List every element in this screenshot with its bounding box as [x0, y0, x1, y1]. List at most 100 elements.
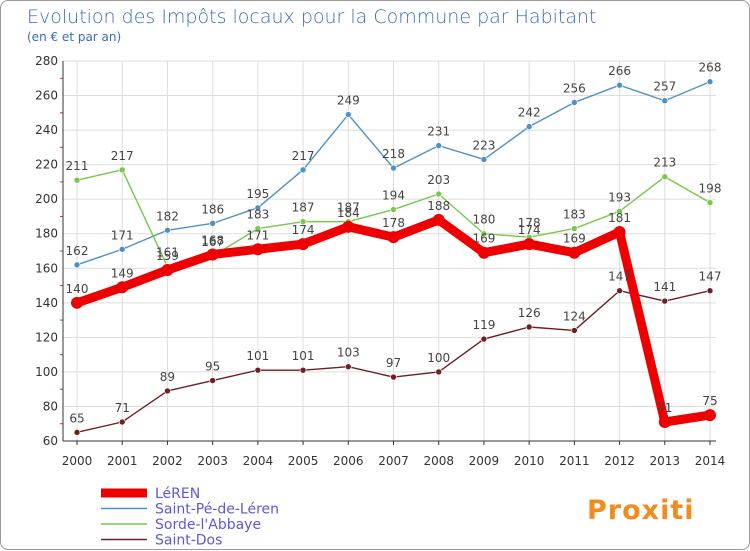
data-labels: 140 149 159 168 171 174 184 178 188 169 174 169 181 7…: [66, 61, 722, 426]
legend: LéRENSaint-Pé-de-LérenSorde-l'AbbayeSain…: [101, 486, 279, 549]
data-label-saint-dos: 101: [246, 349, 269, 363]
y-tick-label: 120: [35, 330, 58, 344]
data-label-saint-pe-de-leren: 217: [292, 149, 315, 163]
x-tick-label: 2000: [62, 454, 93, 468]
data-label-leren: 171: [246, 228, 269, 242]
data-label-sorde-l-abbaye: 187: [337, 201, 360, 215]
data-point-sorde-l-abbaye: [571, 225, 578, 232]
data-point-saint-dos: [118, 418, 126, 426]
data-point-saint-pe-de-leren: [209, 220, 216, 227]
axes: 60 80 100 120 140 160 180 200 220 240 260 280 2000 20…: [35, 54, 725, 468]
data-point-saint-pe-de-leren: [164, 226, 171, 234]
chart-subtitle: (en € et par an): [27, 30, 121, 44]
data-point-sorde-l-abbaye: [73, 176, 81, 184]
data-label-saint-dos: 103: [337, 346, 360, 360]
data-label-sorde-l-abbaye: 213: [653, 156, 676, 170]
data-point-saint-pe-de-leren: [661, 97, 669, 105]
data-label-leren: 169: [563, 232, 586, 246]
legend-label-leren: LéREN: [155, 486, 200, 502]
x-tick-label: 2003: [197, 454, 228, 468]
data-label-leren: 184: [337, 206, 360, 220]
data-point-sorde-l-abbaye: [616, 207, 623, 215]
data-label-sorde-l-abbaye: 183: [246, 208, 269, 222]
data-point-leren: [206, 248, 219, 261]
legend-label-sorde-l-abbaye: Sorde-l'Abbaye: [155, 517, 261, 533]
data-point-sorde-l-abbaye: [390, 206, 397, 213]
data-label-saint-dos: 97: [386, 356, 401, 370]
data-point-saint-pe-de-leren: [390, 164, 397, 172]
data-point-saint-pe-de-leren: [435, 142, 443, 149]
data-label-saint-pe-de-leren: 249: [337, 94, 360, 108]
data-label-sorde-l-abbaye: 194: [382, 189, 405, 203]
data-label-sorde-l-abbaye: 178: [518, 216, 541, 230]
data-label-saint-pe-de-leren: 223: [472, 138, 495, 152]
data-label-sorde-l-abbaye: 193: [608, 190, 631, 204]
data-label-saint-pe-de-leren: 231: [427, 125, 450, 139]
y-tick-label: 220: [35, 158, 58, 172]
data-point-saint-pe-de-leren: [118, 245, 126, 253]
x-tick-label: 2001: [107, 454, 138, 468]
data-point-saint-pe-de-leren: [571, 99, 578, 106]
data-label-leren: 159: [156, 249, 179, 263]
y-tick-label: 80: [43, 399, 58, 413]
data-label-leren: 188: [427, 199, 450, 213]
x-tick-label: 2012: [604, 454, 635, 468]
data-label-saint-pe-de-leren: 186: [201, 202, 224, 216]
y-tick-label: 60: [43, 434, 58, 448]
data-point-sorde-l-abbaye: [299, 218, 307, 225]
data-label-saint-pe-de-leren: 171: [111, 228, 134, 242]
data-label-sorde-l-abbaye: 211: [66, 159, 89, 173]
x-tick-label: 2013: [650, 454, 681, 468]
legend-label-saint-dos: Saint-Dos: [155, 533, 222, 549]
data-label-sorde-l-abbaye: 161: [156, 246, 179, 260]
data-label-saint-dos: 71: [115, 401, 130, 415]
data-label-leren: 169: [472, 232, 495, 246]
y-tick-label: 280: [35, 54, 58, 68]
data-label-sorde-l-abbaye: 167: [201, 235, 224, 249]
data-label-leren: 168: [201, 233, 224, 247]
proxiti-logo: Proxiti: [587, 495, 694, 526]
data-point-sorde-l-abbaye: [706, 199, 714, 206]
data-point-saint-dos: [435, 368, 443, 376]
data-label-saint-pe-de-leren: 195: [246, 187, 269, 201]
data-point-leren: [658, 416, 671, 428]
series-lines: [71, 78, 716, 436]
data-label-saint-pe-de-leren: 256: [563, 81, 586, 95]
data-point-leren: [432, 213, 445, 226]
data-label-saint-pe-de-leren: 218: [382, 147, 405, 161]
data-label-leren: 149: [111, 266, 134, 280]
data-label-saint-dos: 89: [160, 370, 175, 384]
data-label-sorde-l-abbaye: 187: [292, 201, 315, 215]
data-label-sorde-l-abbaye: 198: [699, 182, 722, 196]
data-label-saint-pe-de-leren: 182: [156, 209, 179, 223]
data-label-saint-pe-de-leren: 257: [653, 80, 676, 94]
data-label-saint-dos: 126: [518, 306, 541, 320]
x-tick-label: 2010: [514, 454, 545, 468]
data-point-sorde-l-abbaye: [254, 225, 262, 232]
data-label-leren: 71: [657, 401, 672, 415]
data-label-sorde-l-abbaye: 203: [427, 173, 450, 187]
x-tick-label: 2004: [243, 454, 274, 468]
data-point-saint-dos: [616, 287, 623, 295]
data-point-leren: [251, 243, 264, 256]
data-point-leren: [523, 238, 536, 251]
data-point-saint-dos: [164, 387, 171, 395]
y-tick-label: 240: [35, 123, 58, 137]
data-label-saint-dos: 147: [608, 270, 631, 284]
x-tick-label: 2006: [333, 454, 364, 468]
data-label-leren: 178: [382, 216, 405, 230]
data-label-leren: 174: [518, 223, 541, 237]
data-label-saint-dos: 119: [472, 318, 495, 332]
data-point-leren: [613, 226, 626, 238]
data-point-saint-pe-de-leren: [525, 123, 533, 130]
data-label-saint-dos: 101: [292, 349, 315, 363]
data-point-saint-dos: [390, 373, 397, 381]
data-point-saint-pe-de-leren: [480, 156, 488, 163]
data-point-saint-pe-de-leren: [706, 78, 714, 86]
data-point-leren: [297, 238, 310, 251]
data-label-sorde-l-abbaye: 180: [472, 213, 495, 227]
data-point-saint-dos: [661, 297, 669, 305]
data-label-saint-dos: 65: [69, 411, 84, 425]
